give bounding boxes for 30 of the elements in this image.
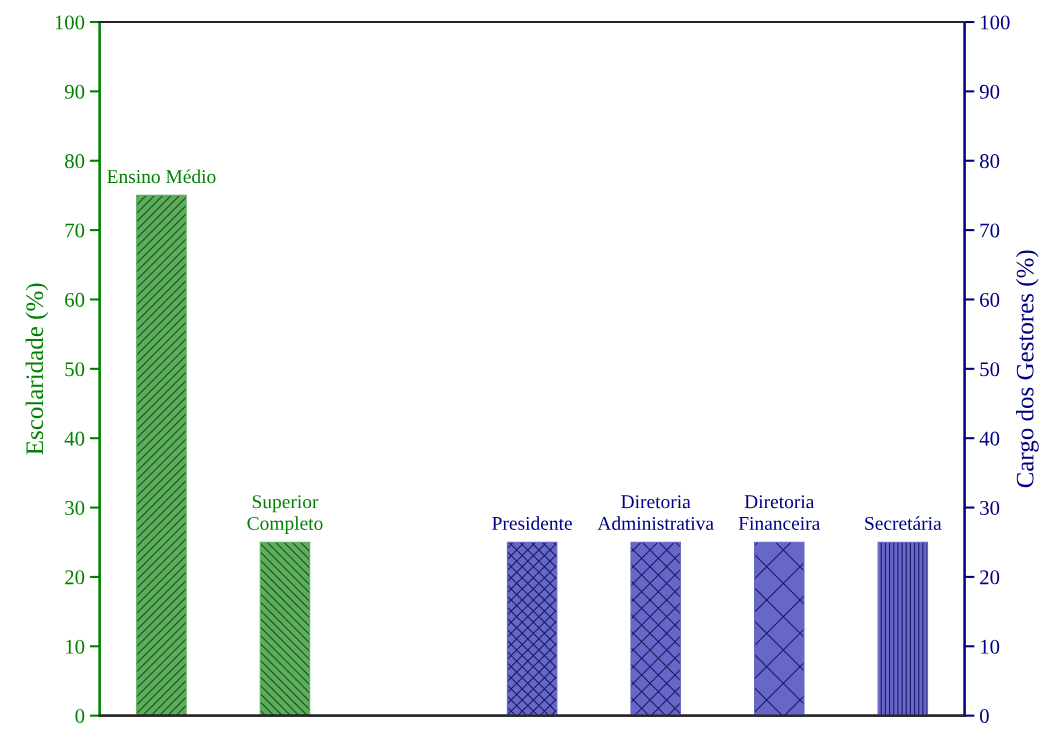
y2-tick-label: 50 (980, 362, 1000, 377)
y-tick-label: 80 (65, 154, 85, 169)
x-tick-label: Diretoria Administrativa (597, 495, 714, 530)
y-tick-label: 20 (65, 570, 85, 585)
y2-axis-title: Cargo dos Gestores (%) (1015, 250, 1039, 488)
y2-tick-label: 70 (980, 223, 1000, 238)
y2-tick-label: 90 (979, 84, 1000, 99)
y-tick-label: 10 (66, 639, 85, 654)
x-tick-label: Diretoria Financeira (738, 495, 821, 530)
y-tick-label: 50 (65, 362, 85, 377)
y-axis-title: Escolaridade (%) (25, 283, 49, 455)
y2-tick-label: 60 (980, 292, 1000, 307)
x-tick-label: Presidente (492, 516, 572, 530)
y-tick-label: 40 (64, 431, 85, 446)
y-tick-label: 60 (65, 292, 85, 307)
y2-tick-label: 80 (979, 154, 1000, 169)
y-tick-label: 90 (64, 84, 85, 99)
y-tick-label: 70 (65, 223, 85, 238)
x-tick-label: Secretária (865, 516, 942, 530)
y2-tick-label: 100 (981, 15, 1010, 30)
y2-tick-label: 10 (981, 639, 1000, 654)
y2-tick-label: 30 (980, 500, 1000, 515)
y2-tick-label: 40 (979, 431, 1000, 446)
y-tick-label: 0 (75, 709, 85, 724)
y-tick-label: 100 (55, 15, 85, 30)
y2-tick-label: 0 (979, 709, 989, 724)
x-tick-label: Ensino Médio (107, 169, 216, 184)
x-tick-label: Superior Completo (247, 495, 323, 534)
y-tick-label: 30 (65, 500, 85, 515)
y2-tick-label: 20 (980, 570, 1000, 585)
